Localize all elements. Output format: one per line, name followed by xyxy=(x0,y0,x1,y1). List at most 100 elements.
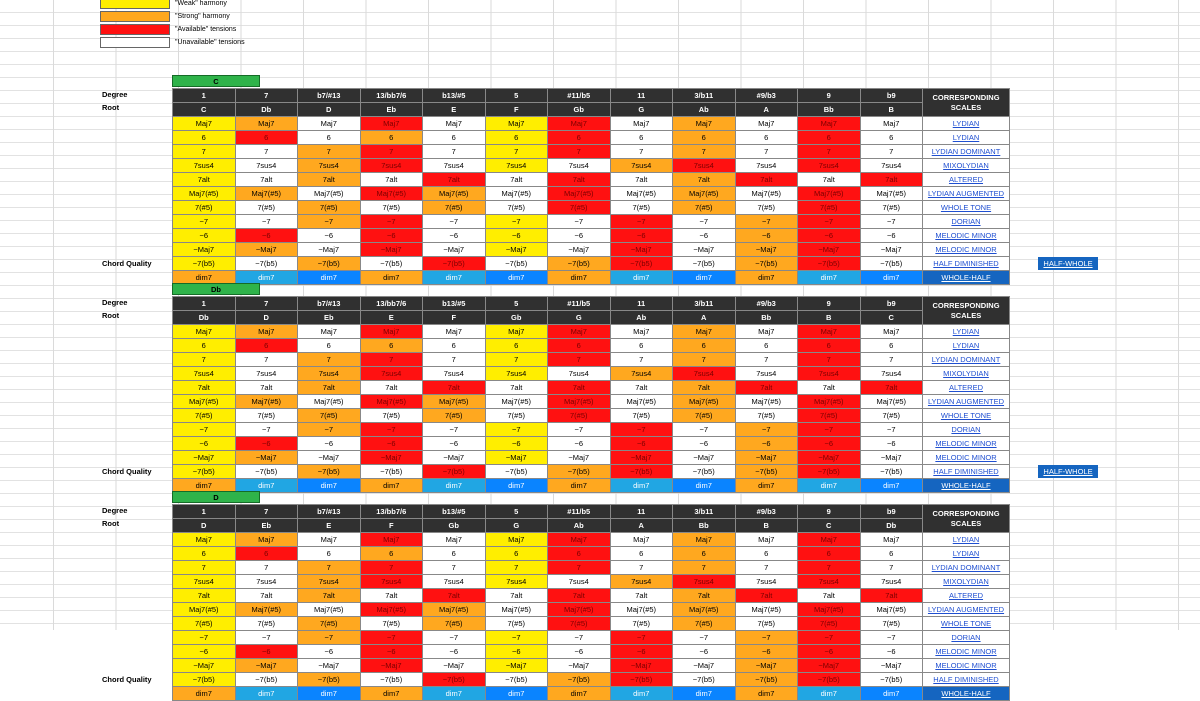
chord-cell[interactable]: 7 xyxy=(297,144,361,159)
scale-link[interactable]: DORIAN xyxy=(922,422,1010,437)
chord-cell[interactable]: −6 xyxy=(734,436,798,451)
chord-cell[interactable]: −7 xyxy=(297,422,361,437)
chord-cell[interactable]: −7 xyxy=(422,422,486,437)
chord-cell[interactable]: 7(#5) xyxy=(172,408,236,423)
degree-cell[interactable]: 3/b11 xyxy=(672,88,736,103)
chord-cell[interactable]: −Maj7 xyxy=(734,658,798,673)
chord-cell[interactable]: −Maj7 xyxy=(359,242,423,257)
root-cell[interactable]: Gb xyxy=(484,310,548,325)
degree-cell[interactable]: 13/bb7/6 xyxy=(359,504,423,519)
chord-cell[interactable]: −7 xyxy=(672,422,736,437)
chord-cell[interactable]: −7(b5) xyxy=(859,464,923,479)
chord-cell[interactable]: 6 xyxy=(297,546,361,561)
chord-cell[interactable]: −7 xyxy=(672,630,736,645)
chord-cell[interactable]: Maj7(#5) xyxy=(609,394,673,409)
chord-cell[interactable]: 6 xyxy=(484,130,548,145)
chord-cell[interactable]: 7 xyxy=(234,144,298,159)
chord-cell[interactable]: −Maj7 xyxy=(672,242,736,257)
scale-link[interactable]: LYDIAN xyxy=(922,130,1010,145)
chord-cell[interactable]: −Maj7 xyxy=(672,658,736,673)
chord-cell[interactable]: 7(#5) xyxy=(484,408,548,423)
chord-cell[interactable]: 6 xyxy=(547,130,611,145)
chord-cell[interactable]: Maj7(#5) xyxy=(797,602,861,617)
chord-cell[interactable]: Maj7 xyxy=(359,116,423,131)
chord-cell[interactable]: −7 xyxy=(172,422,236,437)
chord-cell[interactable]: 7 xyxy=(297,560,361,575)
chord-cell[interactable]: 7sus4 xyxy=(359,158,423,173)
root-cell[interactable]: Eb xyxy=(359,102,423,117)
chord-cell[interactable]: 7alt xyxy=(734,588,798,603)
root-cell[interactable]: Bb xyxy=(734,310,798,325)
chord-cell[interactable]: 7 xyxy=(484,560,548,575)
chord-cell[interactable]: −7(b5) xyxy=(547,672,611,687)
chord-cell[interactable]: −Maj7 xyxy=(297,658,361,673)
chord-cell[interactable]: 7sus4 xyxy=(734,574,798,589)
chord-cell[interactable]: −7(b5) xyxy=(734,672,798,687)
scale-link[interactable]: WHOLE TONE xyxy=(922,200,1010,215)
chord-cell[interactable]: 7(#5) xyxy=(422,200,486,215)
chord-cell[interactable]: 7sus4 xyxy=(234,574,298,589)
scale-link[interactable]: ALTERED xyxy=(922,588,1010,603)
degree-cell[interactable]: 1 xyxy=(172,88,236,103)
chord-cell[interactable]: Maj7(#5) xyxy=(422,186,486,201)
degree-cell[interactable]: 3/b11 xyxy=(672,504,736,519)
chord-cell[interactable]: −7 xyxy=(609,214,673,229)
chord-cell[interactable]: −Maj7 xyxy=(422,242,486,257)
chord-cell[interactable]: Maj7 xyxy=(234,324,298,339)
chord-cell[interactable]: dim7 xyxy=(297,478,361,493)
chord-cell[interactable]: 7alt xyxy=(297,588,361,603)
chord-cell[interactable]: 7sus4 xyxy=(359,366,423,381)
chord-cell[interactable]: dim7 xyxy=(234,270,298,285)
degree-cell[interactable]: #9/b3 xyxy=(734,296,798,311)
degree-cell[interactable]: 7 xyxy=(234,504,298,519)
chord-cell[interactable]: 7 xyxy=(734,352,798,367)
degree-cell[interactable]: #11/b5 xyxy=(547,504,611,519)
chord-cell[interactable]: dim7 xyxy=(422,686,486,701)
chord-cell[interactable]: dim7 xyxy=(609,270,673,285)
root-cell[interactable]: A xyxy=(609,518,673,533)
chord-cell[interactable]: −Maj7 xyxy=(484,658,548,673)
chord-cell[interactable]: −7(b5) xyxy=(672,464,736,479)
chord-cell[interactable]: dim7 xyxy=(359,686,423,701)
chord-cell[interactable]: dim7 xyxy=(672,478,736,493)
chord-cell[interactable]: 7(#5) xyxy=(234,408,298,423)
chord-cell[interactable]: 7sus4 xyxy=(234,366,298,381)
chord-cell[interactable]: −7 xyxy=(797,422,861,437)
chord-cell[interactable]: 7(#5) xyxy=(734,200,798,215)
chord-cell[interactable]: −Maj7 xyxy=(609,450,673,465)
chord-cell[interactable]: 7sus4 xyxy=(297,366,361,381)
chord-cell[interactable]: dim7 xyxy=(484,686,548,701)
chord-cell[interactable]: 7alt xyxy=(484,588,548,603)
chord-cell[interactable]: Maj7(#5) xyxy=(297,602,361,617)
chord-cell[interactable]: Maj7(#5) xyxy=(859,394,923,409)
scale-link[interactable]: WHOLE TONE xyxy=(922,408,1010,423)
chord-cell[interactable]: 7alt xyxy=(797,380,861,395)
chord-cell[interactable]: −6 xyxy=(234,644,298,659)
chord-cell[interactable]: 7(#5) xyxy=(547,616,611,631)
root-cell[interactable]: Db xyxy=(859,518,923,533)
chord-cell[interactable]: −7(b5) xyxy=(422,672,486,687)
root-cell[interactable]: G xyxy=(484,518,548,533)
degree-cell[interactable]: 1 xyxy=(172,296,236,311)
chord-cell[interactable]: Maj7 xyxy=(672,532,736,547)
chord-cell[interactable]: 7 xyxy=(797,352,861,367)
chord-cell[interactable]: 7(#5) xyxy=(422,616,486,631)
chord-cell[interactable]: Maj7 xyxy=(859,324,923,339)
chord-cell[interactable]: Maj7(#5) xyxy=(547,394,611,409)
root-cell[interactable]: E xyxy=(297,518,361,533)
chord-cell[interactable]: 6 xyxy=(547,338,611,353)
scale-link[interactable]: MELODIC MINOR xyxy=(922,436,1010,451)
degree-cell[interactable]: b7/#13 xyxy=(297,88,361,103)
chord-cell[interactable]: −7 xyxy=(234,422,298,437)
degree-cell[interactable]: b9 xyxy=(859,504,923,519)
chord-cell[interactable]: 7 xyxy=(234,560,298,575)
chord-cell[interactable]: 7sus4 xyxy=(172,158,236,173)
chord-cell[interactable]: −7(b5) xyxy=(297,256,361,271)
chord-cell[interactable]: −7(b5) xyxy=(359,256,423,271)
chord-cell[interactable]: −6 xyxy=(547,436,611,451)
degree-cell[interactable]: 13/bb7/6 xyxy=(359,88,423,103)
chord-cell[interactable]: 7alt xyxy=(859,588,923,603)
chord-cell[interactable]: 7alt xyxy=(172,588,236,603)
chord-cell[interactable]: 7 xyxy=(797,560,861,575)
chord-cell[interactable]: dim7 xyxy=(484,478,548,493)
